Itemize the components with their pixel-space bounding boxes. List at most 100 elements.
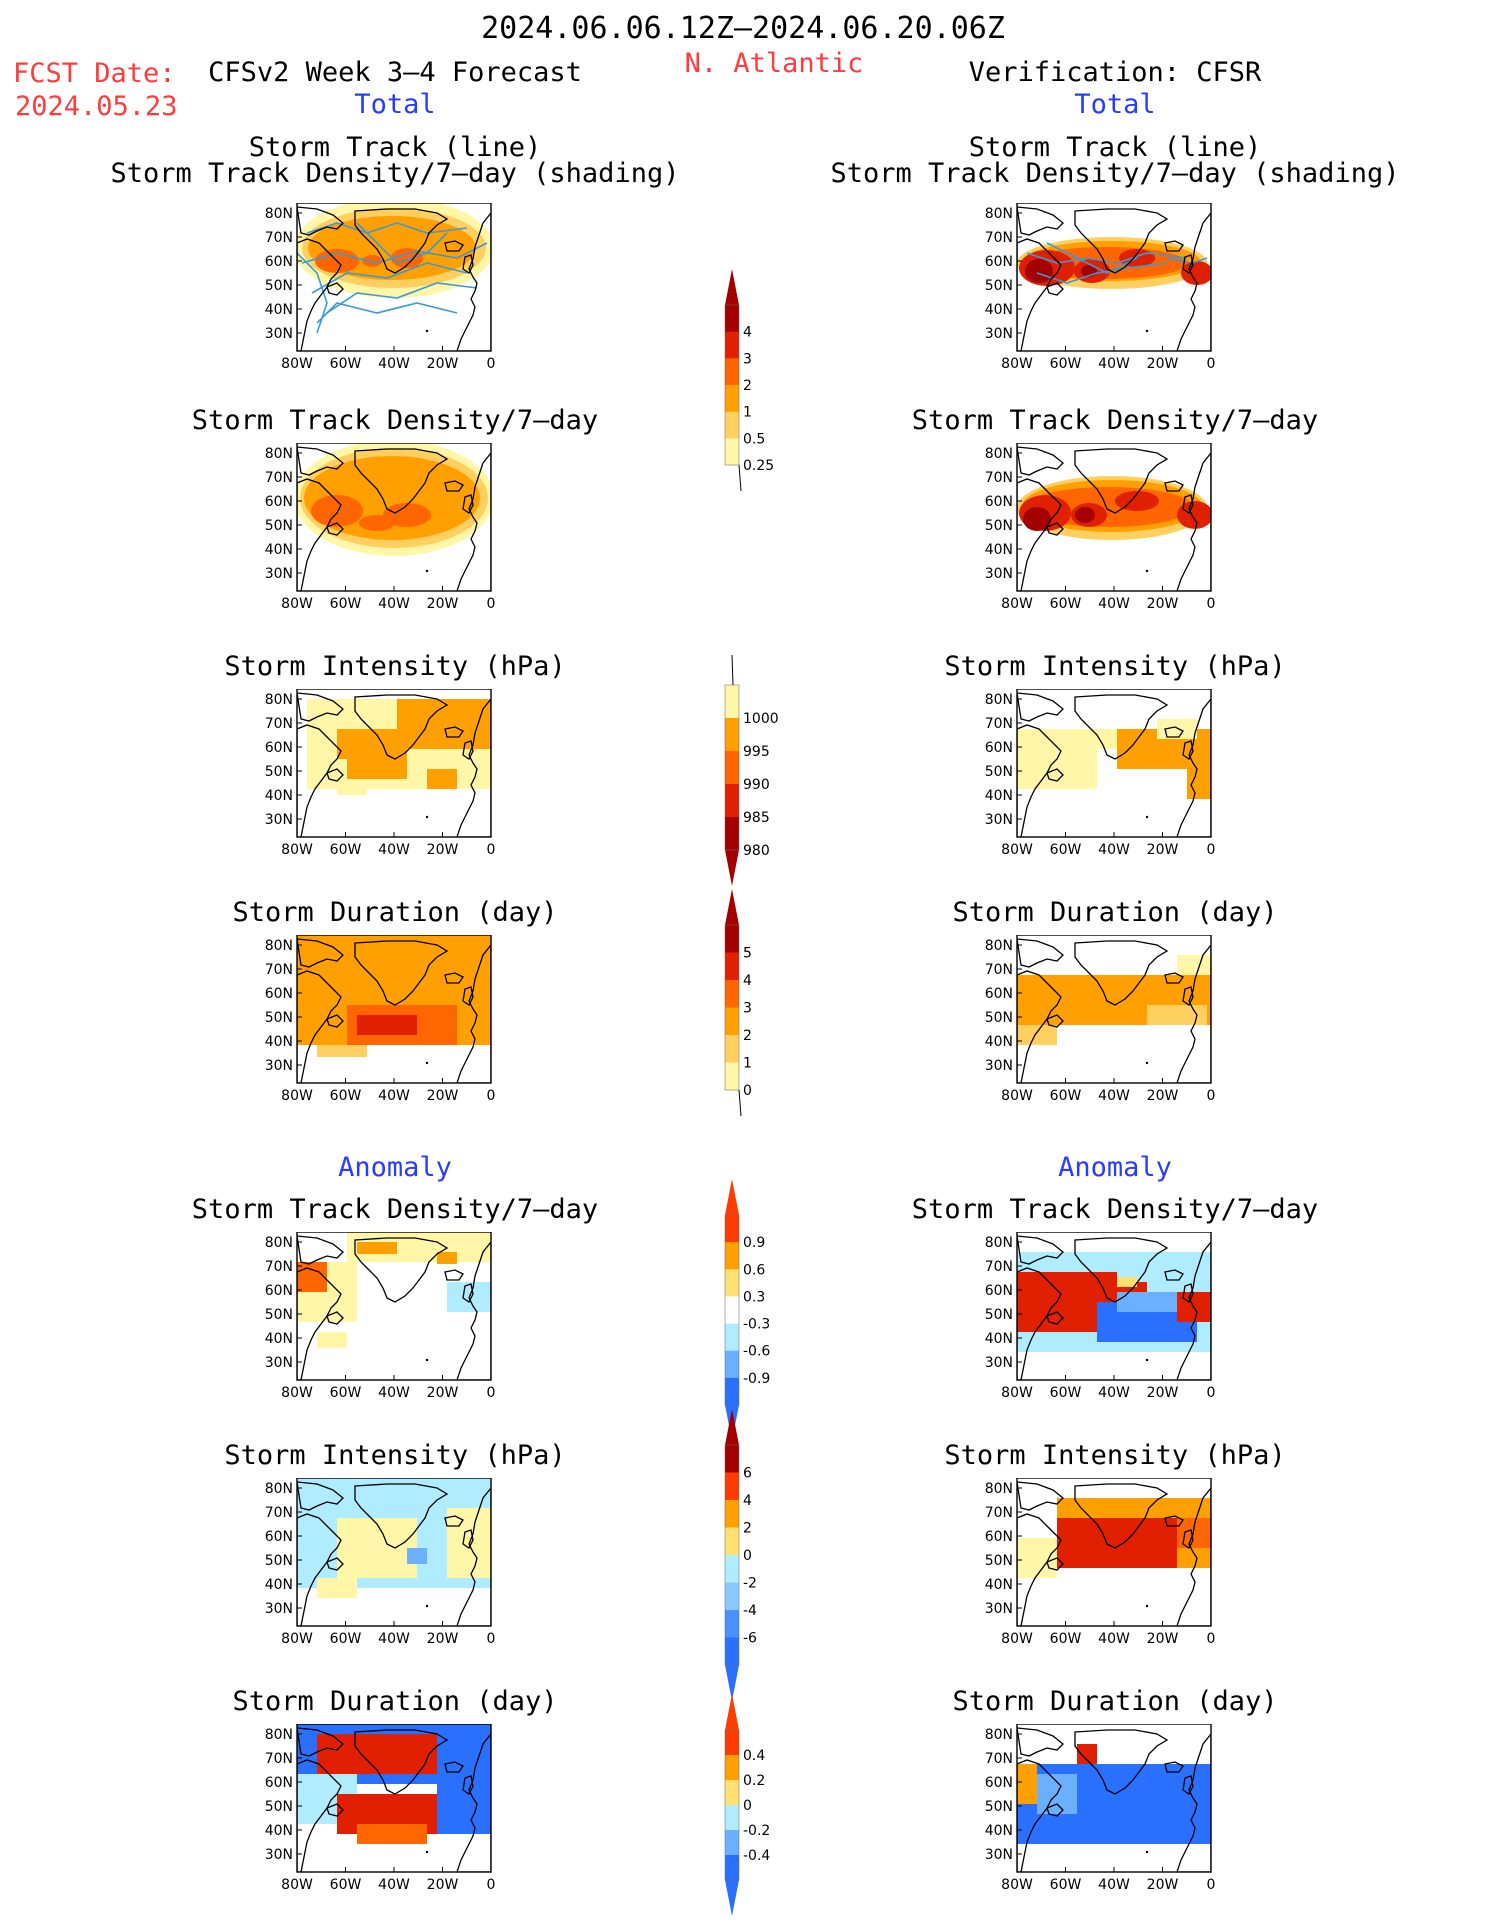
colorbar-segment (725, 1780, 739, 1806)
shade-cell (1023, 507, 1051, 531)
lat-label: 30N (985, 812, 1013, 828)
lon-label: 80W (1001, 1088, 1033, 1104)
colorbar-duration: 5 4 3 2 1 0 (724, 889, 752, 1117)
coastline-3 (1046, 1014, 1064, 1028)
colorbar-top-arrow (725, 1179, 739, 1215)
lat-label: 30N (985, 1355, 1013, 1371)
coastline-6 (462, 740, 474, 760)
right-total-label: Total (1074, 89, 1156, 120)
colorbar-frame (724, 1729, 740, 1881)
colorbar-segment (725, 1805, 739, 1831)
colorbar-bottom-arrow (725, 850, 739, 886)
lat-label: 50N (265, 764, 293, 780)
lon-label: 0 (1207, 1385, 1216, 1401)
lat-label: 30N (985, 1847, 1013, 1863)
lat-label: 40N (265, 302, 293, 318)
lon-label: 40W (378, 1088, 410, 1104)
coastline-6 (1182, 1775, 1194, 1795)
storm-track-line (326, 282, 478, 314)
coastline-1 (297, 1235, 344, 1265)
lat-label: 40N (265, 1331, 293, 1347)
colorbar-segment (725, 1215, 739, 1243)
colorbar-label: 2 (743, 1521, 752, 1537)
lat-label: 70N (985, 470, 1013, 486)
lat-label: 60N (985, 1529, 1013, 1545)
coastline-4 (1164, 480, 1184, 492)
lon-label: 60W (1050, 1385, 1082, 1401)
colorbar-label: -0.2 (743, 1823, 770, 1839)
lat-label: 80N (985, 1727, 1013, 1743)
panel-title: Storm Track (line) (248, 132, 542, 163)
colorbar-frame (724, 924, 740, 1091)
panel-title: Storm Intensity (hPa) (944, 651, 1286, 682)
lat-label: 40N (985, 542, 1013, 558)
coastline-1 (1017, 1481, 1064, 1511)
coastline-4 (1164, 972, 1184, 984)
lat-label: 80N (985, 692, 1013, 708)
panel-title: Storm Duration (day) (232, 1686, 558, 1717)
coastline-5 (456, 697, 491, 837)
lon-label: 40W (1098, 1088, 1130, 1104)
colorbar-segment (725, 1445, 739, 1473)
colorbar-label: 0 (743, 1798, 752, 1814)
coastline-4 (1164, 726, 1184, 738)
lat-label: 50N (985, 1010, 1013, 1026)
lon-label: 0 (487, 1631, 496, 1647)
lat-label: 50N (265, 1553, 293, 1569)
coastline-5 (1176, 451, 1211, 591)
colorbar-label: 990 (743, 777, 770, 793)
shade-cell (317, 1332, 347, 1348)
lon-label: 20W (1147, 1631, 1179, 1647)
coastline-4 (1164, 1761, 1184, 1773)
shade-cell (337, 1518, 417, 1578)
colorbar-anom_duration: 0.4 0.2 0 -0.2 -0.4 (724, 1694, 770, 1916)
colorbar-label: 980 (743, 843, 770, 859)
lon-label: 40W (1098, 1385, 1130, 1401)
island-dot (1145, 815, 1149, 819)
lon-label: 0 (487, 1877, 496, 1893)
shade-cell (1187, 729, 1211, 799)
lat-label: 50N (985, 278, 1013, 294)
lat-label: 50N (985, 518, 1013, 534)
lon-label: 40W (378, 596, 410, 612)
lon-label: 60W (1050, 1088, 1082, 1104)
shade-cell (297, 1262, 327, 1292)
coastline-5 (1176, 1732, 1211, 1872)
colorbar-segment (725, 1062, 739, 1091)
lat-label: 60N (985, 740, 1013, 756)
panel-subtitle: Storm Track Density/7–day (shading) (110, 158, 680, 189)
coastline-0 (1074, 940, 1169, 1006)
coastline-1 (297, 1727, 344, 1757)
panel-title: Storm Intensity (hPa) (224, 1440, 566, 1471)
lon-label: 40W (378, 1877, 410, 1893)
colorbar-top-arrow (725, 269, 739, 305)
lon-label: 60W (330, 1385, 362, 1401)
lon-label: 80W (281, 1877, 313, 1893)
coastline-6 (1182, 254, 1194, 274)
colorbar-bottom-arrow (725, 1880, 739, 1916)
coastline-3 (1046, 1557, 1064, 1571)
lat-label: 60N (265, 1283, 293, 1299)
coastline-4 (444, 480, 464, 492)
colorbar-label: 4 (743, 325, 752, 341)
panel-title: Storm Duration (day) (952, 1686, 1278, 1717)
lon-label: 40W (378, 356, 410, 372)
colorbar-segment (725, 1269, 739, 1297)
colorbar-top-tip (731, 654, 734, 686)
colorbar-segment (725, 1323, 739, 1352)
lat-label: 40N (985, 1331, 1013, 1347)
colorbar-segment (725, 1527, 739, 1556)
lon-label: 80W (1001, 596, 1033, 612)
coastline-6 (1182, 494, 1194, 514)
lat-label: 70N (265, 1751, 293, 1767)
lat-label: 40N (265, 1034, 293, 1050)
coastline-5 (1176, 697, 1211, 837)
coastline-5 (456, 943, 491, 1083)
coastline-0 (1074, 1483, 1169, 1549)
lat-label: 40N (265, 788, 293, 804)
lat-label: 30N (265, 566, 293, 582)
shade-cell (1147, 1005, 1207, 1025)
colorbar-segment (725, 1377, 739, 1406)
lat-label: 50N (985, 1799, 1013, 1815)
colorbar-frame (724, 304, 740, 466)
